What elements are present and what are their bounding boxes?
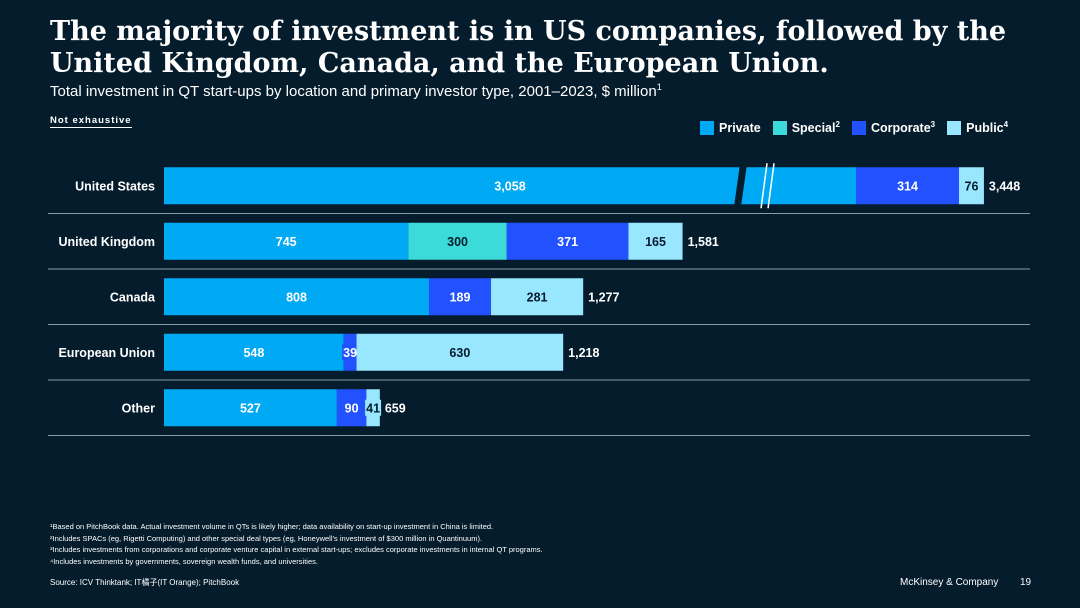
footnote-2: ²Includes SPACs (eg, Rigetti Computing) … xyxy=(50,533,483,543)
bar-european-union-public xyxy=(356,333,564,371)
legend-swatch-public xyxy=(947,120,962,135)
bar-other-corporate xyxy=(336,389,367,427)
chart-legend: Private Special2 Corporate3 Public4 xyxy=(700,120,1008,135)
footnote-4: ⁴Includes investments by governments, so… xyxy=(50,556,318,566)
legend-swatch-special xyxy=(772,120,787,135)
axis-break-line-1 xyxy=(760,163,768,209)
value-label-united-states-public: 76 xyxy=(965,179,979,193)
legend-sup-special: 2 xyxy=(835,120,840,129)
total-label-united-states: 3,448 xyxy=(989,179,1020,193)
legend-text-public: Public xyxy=(966,121,1004,136)
axis-break-line-2 xyxy=(767,163,775,209)
value-label-other-public: 41 xyxy=(366,401,380,415)
total-label-united-kingdom: 1,581 xyxy=(688,235,719,249)
legend-label-special: Special2 xyxy=(792,120,840,135)
value-label-united-kingdom-special: 300 xyxy=(447,235,468,249)
bar-united-kingdom-private xyxy=(164,222,409,260)
bar-united-kingdom-public xyxy=(628,222,683,260)
category-label-united-states: United States xyxy=(75,179,155,193)
bar-united-states-corporate xyxy=(856,167,959,205)
value-label-united-states-private: 3,058 xyxy=(494,179,525,193)
legend-swatch-private xyxy=(700,120,714,135)
value-label-other-private: 527 xyxy=(240,401,261,415)
legend-label-private: Private xyxy=(719,120,761,135)
value-label-united-kingdom-private: 745 xyxy=(276,235,297,249)
total-label-canada: 1,277 xyxy=(588,290,619,304)
not-exhaustive-note: Not exhaustive xyxy=(50,115,132,128)
brand-name: McKinsey & Company xyxy=(900,577,999,588)
bar-european-union-private xyxy=(164,333,344,371)
page-title: The majority of investment is in US comp… xyxy=(50,16,1007,79)
value-label-united-states-corporate: 314 xyxy=(897,179,918,193)
value-label-canada-public: 281 xyxy=(527,290,548,304)
legend-text-corporate: Corporate xyxy=(870,121,931,136)
category-label-united-kingdom: United Kingdom xyxy=(58,235,155,249)
legend-text-special: Special xyxy=(791,121,836,136)
value-label-bg-european-union-corporate xyxy=(342,344,359,361)
value-label-united-kingdom-corporate: 371 xyxy=(557,235,578,249)
bar-united-kingdom-corporate xyxy=(506,222,629,260)
legend-label-corporate: Corporate3 xyxy=(871,120,935,135)
value-label-bg-other-public xyxy=(365,399,382,416)
footnotes: ¹Based on PitchBook data. Actual investm… xyxy=(50,521,543,567)
category-label-canada: Canada xyxy=(110,290,156,304)
footnote-3: ³Includes investments from corporations … xyxy=(50,545,543,554)
chart-subtitle: Total investment in QT start-ups by loca… xyxy=(50,82,662,100)
bar-canada-corporate xyxy=(429,278,492,316)
legend-item-private: Private xyxy=(700,120,761,135)
bar-canada-public xyxy=(491,278,584,316)
legend-item-corporate: Corporate3 xyxy=(851,120,935,135)
legend-sup-public: 4 xyxy=(1003,120,1009,129)
subtitle-text: Total investment in QT start-ups by loca… xyxy=(50,83,657,100)
legend-label-public: Public4 xyxy=(966,120,1008,135)
value-label-european-union-public: 630 xyxy=(449,346,470,360)
total-label-european-union: 1,218 xyxy=(568,346,599,360)
legend-text-private: Private xyxy=(719,121,761,136)
source-line: Source: ICV Thinktank; IT橘子(IT Orange); … xyxy=(50,578,240,587)
category-label-other: Other xyxy=(122,401,155,415)
subtitle-footnote-ref: 1 xyxy=(656,82,662,92)
value-label-other-corporate: 90 xyxy=(345,401,359,415)
value-label-european-union-corporate: 39 xyxy=(343,346,357,360)
total-label-other: 659 xyxy=(385,401,406,415)
value-label-european-union-private: 548 xyxy=(243,346,264,360)
category-label-european-union: European Union xyxy=(58,346,155,360)
legend-item-special: Special2 xyxy=(772,120,840,135)
bar-other-private xyxy=(164,389,337,427)
axis-break-gap xyxy=(733,163,748,209)
page-number: 19 xyxy=(1020,577,1032,588)
bar-united-kingdom-special xyxy=(408,222,507,260)
footnote-1: ¹Based on PitchBook data. Actual investm… xyxy=(50,522,494,531)
value-label-united-kingdom-public: 165 xyxy=(645,235,666,249)
bar-canada-private xyxy=(164,278,430,316)
bar-united-states-public xyxy=(958,167,984,205)
legend-sup-corporate: 3 xyxy=(930,120,936,129)
value-label-canada-corporate: 189 xyxy=(450,290,471,304)
legend-item-public: Public4 xyxy=(947,120,1008,135)
legend-swatch-corporate xyxy=(851,120,866,135)
value-label-canada-private: 808 xyxy=(286,290,307,304)
